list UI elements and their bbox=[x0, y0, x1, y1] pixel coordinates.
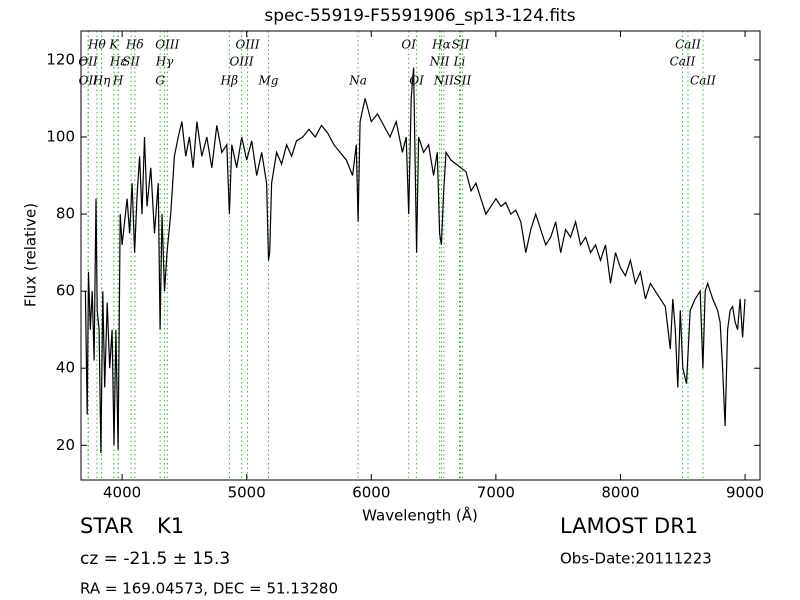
y-tick-label: 40 bbox=[56, 359, 75, 377]
spectrum-line bbox=[84, 67, 746, 454]
spectral-line-label: OIII bbox=[230, 55, 254, 69]
y-tick-label: 60 bbox=[56, 282, 75, 300]
spectral-line-label: OII bbox=[78, 55, 98, 69]
redshift: cz = -21.5 ± 15.3 bbox=[80, 549, 230, 569]
spectral-line-label: Mg bbox=[258, 74, 279, 88]
x-tick-label: 4000 bbox=[103, 484, 141, 502]
coordinates: RA = 169.04573, DEC = 51.13280 bbox=[80, 580, 338, 598]
spectral-line-label: Hε bbox=[109, 55, 127, 69]
class: STAR bbox=[80, 514, 133, 538]
chart-title: spec-55919-F5591906_sp13-124.fits bbox=[264, 6, 575, 26]
spectral-line-label: SII bbox=[454, 74, 472, 88]
obs-date: Obs-Date:20111223 bbox=[560, 550, 712, 568]
spectral-line-label: K bbox=[108, 38, 119, 52]
spectral-line-label: H bbox=[112, 74, 124, 88]
spectral-line-label: Na bbox=[348, 74, 367, 88]
x-tick-label: 5000 bbox=[228, 484, 266, 502]
spectral-line-label: Li bbox=[453, 55, 466, 69]
spectral-line-label: Hη bbox=[92, 74, 111, 88]
survey: LAMOST DR1 bbox=[560, 514, 698, 538]
spectral-line-label: OI bbox=[401, 38, 416, 52]
spectral-line-label: OII bbox=[79, 74, 99, 88]
y-tick-label: 80 bbox=[56, 205, 75, 223]
spectral-line-label: OI bbox=[409, 74, 424, 88]
spectral-line-label: CaII bbox=[690, 74, 716, 88]
x-axis-label: Wavelength (Å) bbox=[362, 506, 478, 525]
y-tick-label: 20 bbox=[56, 436, 75, 454]
x-tick-label: 7000 bbox=[477, 484, 515, 502]
spectral-line-label: SII bbox=[122, 55, 140, 69]
spectral-line-label: OIII bbox=[236, 38, 260, 52]
x-tick-label: 8000 bbox=[601, 484, 639, 502]
spectral-line-label: Hα bbox=[431, 38, 451, 52]
x-tick-label: 6000 bbox=[352, 484, 390, 502]
spectral-line-label: Hδ bbox=[125, 38, 144, 52]
y-axis-label: Flux (relative) bbox=[22, 203, 40, 307]
subclass: K1 bbox=[157, 514, 184, 538]
spectral-line-label: OIII bbox=[155, 38, 179, 52]
plot-frame bbox=[80, 30, 761, 481]
x-tick-label: 9000 bbox=[726, 484, 764, 502]
y-tick-label: 120 bbox=[46, 50, 75, 68]
spectral-line-label: CaII bbox=[670, 55, 696, 69]
spectral-line-label: CaII bbox=[675, 38, 701, 52]
spectral-line-label: Hγ bbox=[155, 55, 174, 69]
spectral-line-label: G bbox=[155, 74, 165, 88]
spectral-line-label: Hβ bbox=[220, 74, 238, 88]
spectral-line-label: NII bbox=[433, 74, 454, 88]
spectral-line-label: NII bbox=[429, 55, 450, 69]
y-tick-label: 100 bbox=[46, 127, 75, 145]
spectral-line-label: SII bbox=[452, 38, 470, 52]
spectral-line-label: Hθ bbox=[87, 38, 106, 52]
